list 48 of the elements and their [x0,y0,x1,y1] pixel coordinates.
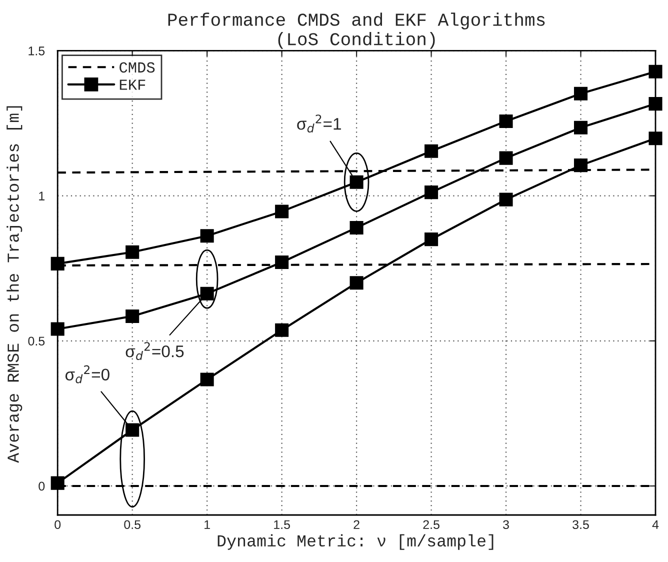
point [50,322,64,336]
point [648,64,662,78]
point [126,423,140,437]
y-tick-label: 0 [38,482,45,491]
chart-title: Performance CMDS and EKF Algorithms (LoS Condition) [168,12,545,49]
point [424,144,438,158]
y-tick-label: 1 [39,192,44,200]
point [574,158,588,172]
point [350,276,364,290]
point [424,186,438,200]
y-axis-title: Average RMSE on the Trajectories [m] [6,106,22,463]
point [350,220,364,234]
point [50,476,64,490]
point [424,232,438,246]
x-tick-label: 0.5 [124,520,141,530]
annotation: σ$_{d}$$^{2}$=0 [65,365,110,384]
x-tick-label: 4 [652,520,659,529]
x-tick-label: 1.5 [274,520,290,530]
point [574,120,588,134]
point [275,204,289,218]
annotation: σ$_{d}$$^{2}$=0.5 [126,342,184,360]
point [50,256,64,270]
point [648,132,662,146]
y-tick-label: 0.5 [28,336,45,346]
point [499,151,513,165]
point [574,86,588,100]
point [350,175,364,189]
x-tick-label: 0 [54,520,61,530]
point [200,229,214,243]
legend-label: EKF [120,80,146,90]
point [200,372,214,386]
point [648,97,662,111]
x-tick-label: 3 [503,520,509,530]
x-tick-label: 2 [354,520,360,529]
x-axis-title: Dynamic Metric: ν [m/sample] [218,534,494,550]
y-tick-label: 1.5 [28,46,45,56]
point [275,323,289,337]
point [499,114,513,128]
x-tick-label: 3.5 [572,520,589,530]
point [499,192,513,206]
x-tick-label: 2.5 [423,520,440,530]
legend-label: CMDS [120,62,155,73]
point [200,286,214,300]
point [126,309,140,323]
point [275,255,289,270]
point [126,245,140,259]
annotation: σ$_{d}$$^{2}$=1 [297,114,341,133]
x-tick-label: 1 [204,520,210,529]
